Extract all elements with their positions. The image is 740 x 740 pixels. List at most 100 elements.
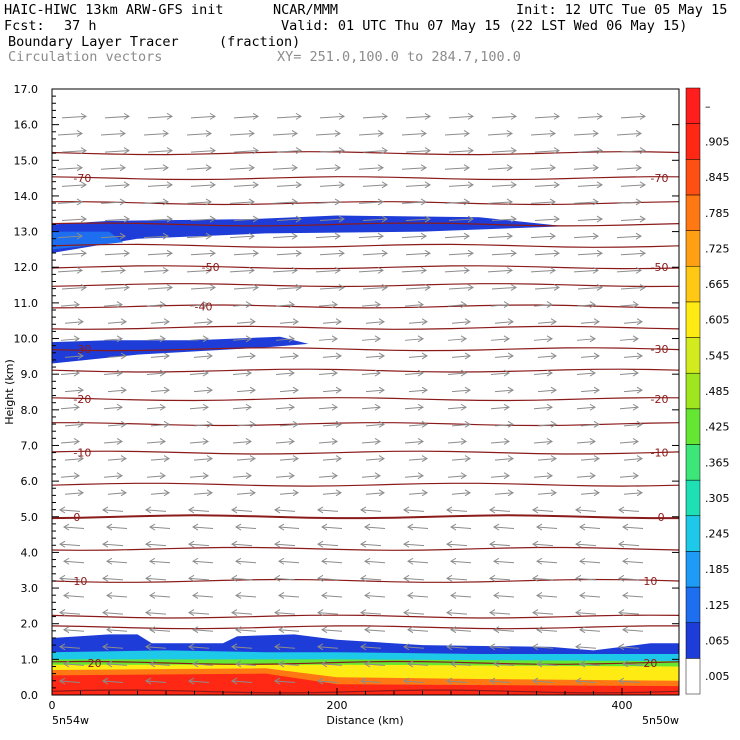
vector-head [76,266,83,274]
isotherm-line [52,304,679,309]
isotherm-label: -20 [73,393,91,406]
vector-arrow [147,249,173,257]
y-tick-label: 16.0 [14,119,39,132]
vector-arrow [233,112,259,120]
vector-arrow [616,198,642,206]
vector-shaft [576,440,596,444]
vector-shaft [100,132,126,136]
vector-arrow [403,677,425,685]
vector-arrow [451,455,471,463]
vector-shaft [618,577,640,581]
vector-head [575,540,582,548]
vector-arrow [64,318,84,326]
vector-shaft [404,406,424,410]
vector-shaft [577,115,603,119]
vector-head [245,335,252,343]
vector-arrow [59,574,81,582]
vector-shaft [405,218,431,222]
vector-shaft [104,286,130,290]
vector-arrow [447,403,467,411]
vector-shaft [361,406,381,410]
vector-head [593,352,600,360]
isotherm-line [52,283,679,288]
vector-shaft [405,150,431,153]
vector-arrow [229,130,255,137]
vector-head [378,489,385,497]
vector-arrow [60,301,80,309]
vector-arrow [487,164,513,172]
vector-head [446,677,453,685]
vector-shaft [530,167,556,170]
colorbar-label: .905 [705,135,730,148]
vector-head [106,557,113,565]
vector-shaft [537,389,557,393]
vector-arrow [536,592,558,599]
vector-arrow [107,420,127,428]
vector-arrow [322,489,342,497]
vector-arrow [450,660,472,668]
vector-arrow [279,318,299,326]
vector-head [206,318,213,326]
vector-head [550,318,557,326]
vector-arrow [106,523,128,531]
vector-arrow [623,455,643,463]
colorbar-swatch [685,622,701,659]
vector-shaft [408,321,428,324]
vector-shaft [616,201,642,204]
vector-shaft [276,252,302,256]
vector-head [622,557,629,565]
vector-arrow [534,249,560,257]
vector-shaft [448,252,474,256]
colorbar-swatch [685,265,701,303]
vector-shaft [63,560,85,564]
vector-arrow [404,438,424,445]
vector-head [450,523,457,531]
isotherm-line [52,422,679,427]
vector-shaft [536,560,558,564]
vector-head [278,660,285,668]
y-tick-label: 3.0 [21,582,39,595]
vector-head [334,130,341,137]
vector-head [192,557,199,565]
vector-arrow [575,574,597,582]
vector-arrow [102,540,124,548]
vector-head [295,284,302,291]
vector-shaft [405,184,431,187]
vector-arrow [576,438,596,445]
vector-arrow [59,643,81,651]
vector-arrow [322,318,342,326]
vector-head [206,420,213,428]
vector-head [278,523,285,531]
vector-head [589,403,596,411]
isotherm-line [52,201,679,206]
vector-head [493,557,500,565]
vector-head [291,232,298,240]
vector-shaft [575,680,597,684]
vector-arrow [233,181,259,189]
model-title: HAIC-HIWC 13km ARW-GFS init [4,2,224,18]
vector-shaft [60,372,80,376]
vector-arrow [145,574,167,582]
vector-shaft [279,492,299,495]
vector-shaft [232,440,252,444]
vector-arrow [322,455,342,463]
vector-shaft [576,475,596,478]
vector-shaft [619,304,639,307]
vector-shaft [490,406,510,410]
vector-head [321,626,328,634]
vector-shaft [192,663,214,666]
vector-arrow [104,147,130,155]
vector-arrow [235,626,257,634]
vector-head [460,335,467,343]
vector-arrow [231,574,253,582]
vector-head [618,574,625,582]
y-axis: 0.01.02.03.04.05.06.07.08.09.010.011.012… [14,83,679,702]
vector-head [145,506,152,514]
vector-shaft [532,543,554,547]
vector-arrow [401,232,427,240]
vector-arrow [358,266,384,274]
vector-head [536,660,543,668]
vector-shaft [537,423,557,427]
vector-head [489,574,496,582]
isotherm-label: -50 [202,261,220,274]
